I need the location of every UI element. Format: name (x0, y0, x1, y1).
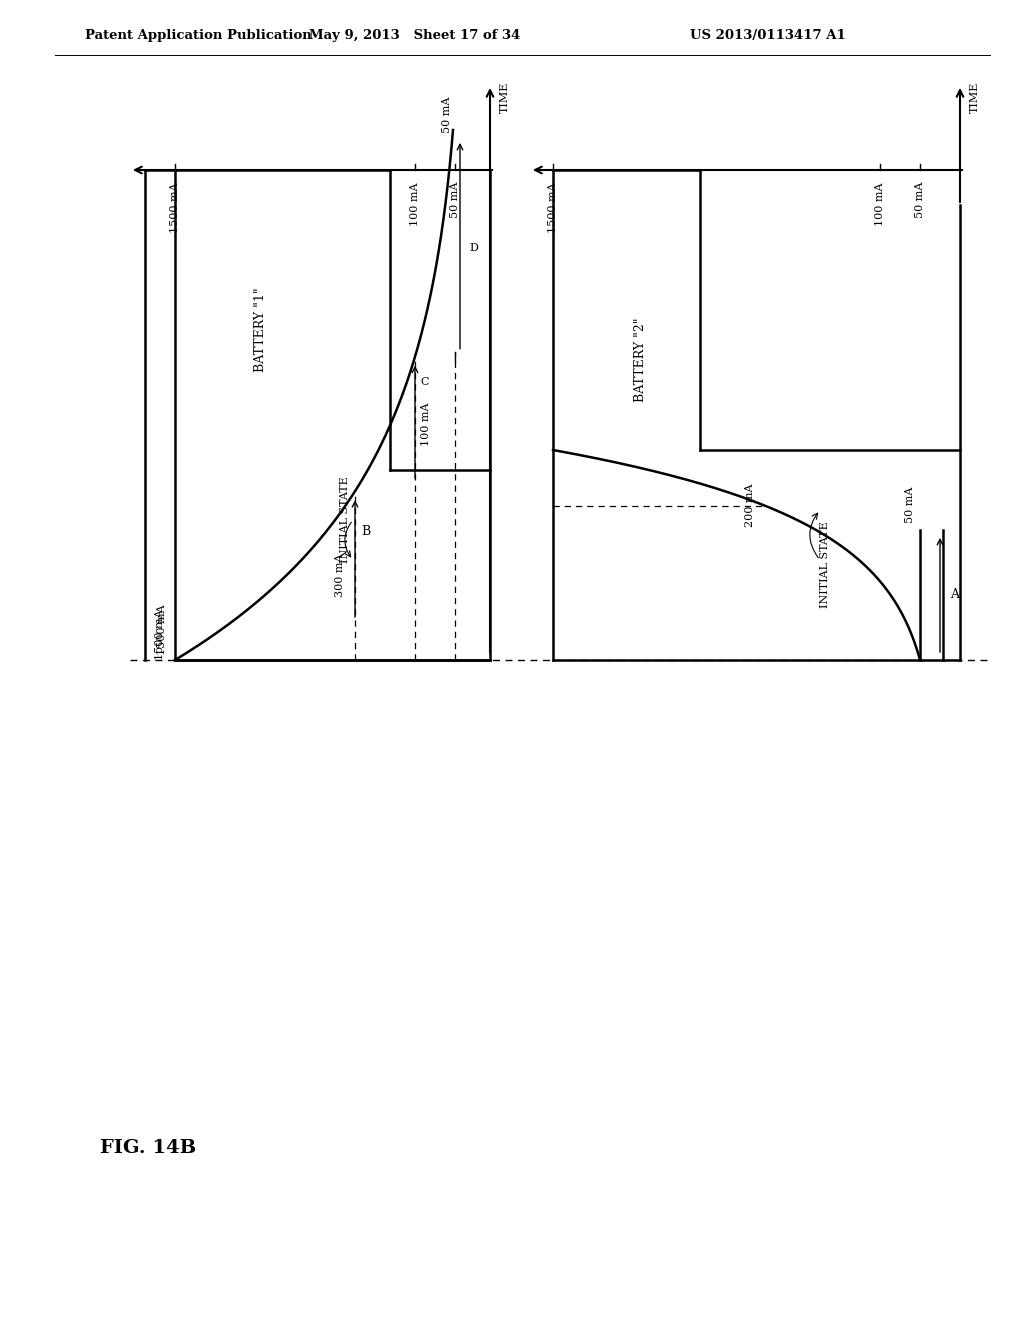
Text: 100 mA: 100 mA (410, 182, 420, 226)
Text: 200 mA: 200 mA (745, 484, 755, 528)
Text: BATTERY "1": BATTERY "1" (254, 288, 266, 372)
Text: TIME: TIME (500, 82, 510, 112)
Text: Patent Application Publication: Patent Application Publication (85, 29, 311, 41)
Text: 50 mA: 50 mA (905, 487, 915, 523)
Text: 100 mA: 100 mA (874, 182, 885, 226)
Text: 1500 mA: 1500 mA (170, 182, 180, 232)
Text: FIG. 14B: FIG. 14B (100, 1139, 197, 1158)
Text: 1500 mA: 1500 mA (548, 182, 558, 232)
Text: INITIAL STATE: INITIAL STATE (820, 521, 830, 609)
Text: A: A (950, 589, 959, 602)
Text: B: B (361, 525, 371, 537)
Text: 50 mA: 50 mA (450, 182, 460, 218)
Text: 50 mA: 50 mA (442, 96, 452, 133)
Text: May 9, 2013   Sheet 17 of 34: May 9, 2013 Sheet 17 of 34 (309, 29, 520, 41)
Text: 1500 mA: 1500 mA (155, 610, 165, 660)
Text: D: D (469, 243, 478, 253)
Text: TIME: TIME (970, 82, 980, 112)
Text: C: C (420, 376, 428, 387)
Text: INITIAL STATE: INITIAL STATE (340, 477, 350, 564)
Text: 50 mA: 50 mA (915, 182, 925, 218)
Text: 100 mA: 100 mA (421, 403, 431, 446)
Text: US 2013/0113417 A1: US 2013/0113417 A1 (690, 29, 846, 41)
Text: BATTERY "2": BATTERY "2" (634, 318, 646, 403)
Text: 300 mA: 300 mA (335, 554, 345, 598)
Text: 1500 mA: 1500 mA (157, 605, 167, 655)
